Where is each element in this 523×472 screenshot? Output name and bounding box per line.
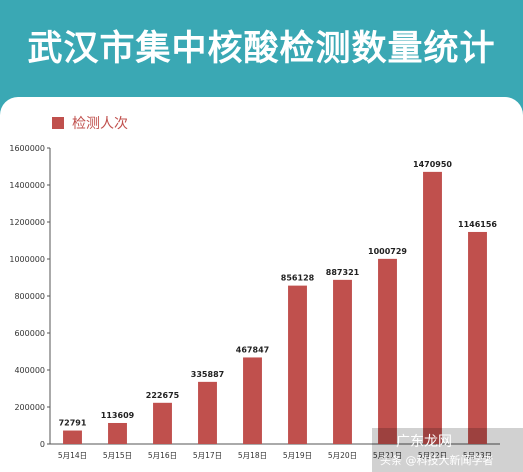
data-label: 856128: [281, 274, 315, 283]
watermark-background: [372, 428, 523, 472]
data-label: 1470950: [413, 160, 452, 169]
bar: [468, 231, 487, 444]
bars: [63, 171, 487, 444]
data-label: 467847: [236, 345, 269, 354]
bar: [288, 285, 307, 444]
y-tick-label: 1200000: [9, 218, 45, 227]
x-tick-label: 5月15日: [103, 451, 132, 460]
x-tick-label: 5月17日: [193, 451, 222, 460]
x-tick-label: 5月20日: [328, 451, 357, 460]
y-tick-label: 600000: [14, 329, 45, 338]
x-tick-label: 5月22日: [418, 451, 447, 460]
legend: 检测人次: [52, 116, 128, 132]
bar: [198, 381, 217, 444]
data-label: 1000729: [368, 247, 407, 256]
data-labels: 72791 113609 222675 335887 467847 856128 88732…: [59, 160, 498, 428]
data-label: 72791: [59, 419, 87, 428]
y-tick-label: 0: [40, 440, 45, 449]
legend-swatch: [52, 117, 64, 129]
x-tick-label: 5月14日: [58, 451, 87, 460]
watermark: 广东龙网 头条 @科技大新闻学者: [372, 428, 523, 472]
x-tick-label: 5月19日: [283, 451, 312, 460]
x-tick-label: 5月16日: [148, 451, 177, 460]
y-tick-label: 1600000: [9, 144, 45, 153]
y-tick-labels: 0 200000 400000 600000 800000 1000000 1200000 1…: [9, 144, 45, 449]
y-tick-label: 200000: [14, 403, 45, 412]
y-tick-label: 1400000: [9, 181, 45, 190]
page-title: 武汉市集中核酸检测数量统计: [27, 29, 496, 69]
x-tick-label: 5月18日: [238, 451, 267, 460]
bar: [423, 171, 442, 444]
legend-label: 检测人次: [72, 116, 128, 132]
watermark-main: 广东龙网: [396, 434, 452, 450]
data-label: 887321: [326, 268, 360, 277]
data-label: 222675: [146, 391, 180, 400]
bar: [243, 357, 262, 444]
x-tick-labels: 5月14日 5月15日 5月16日 5月17日 5月18日 5月19日 5月20日 5月21日…: [58, 451, 492, 460]
bar: [333, 279, 352, 444]
bar: [108, 422, 127, 444]
data-label: 113609: [101, 411, 135, 420]
bar: [63, 430, 82, 444]
y-tick-label: 800000: [14, 292, 45, 301]
x-tick-label: 5月21日: [373, 451, 402, 460]
header-banner: 武汉市集中核酸检测数量统计: [0, 0, 523, 96]
y-tick-label: 400000: [14, 366, 45, 375]
bar: [378, 258, 397, 444]
x-tick-label: 5月23日: [463, 451, 492, 460]
data-label: 1146156: [458, 220, 497, 229]
watermark-sub: 头条 @科技大新闻学者: [380, 453, 494, 467]
bar: [153, 402, 172, 444]
data-label: 335887: [191, 370, 224, 379]
y-tick-label: 1000000: [9, 255, 45, 264]
